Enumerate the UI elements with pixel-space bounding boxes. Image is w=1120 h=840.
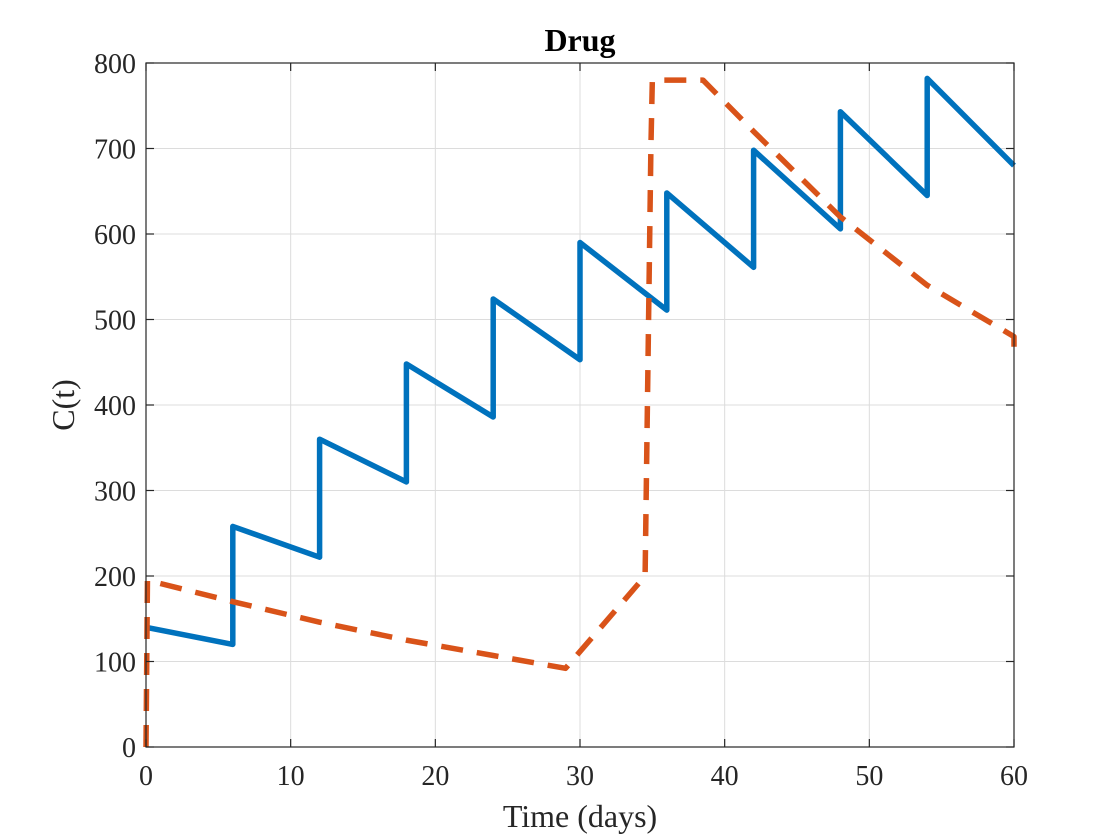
y-tick-label: 800 — [94, 49, 136, 80]
x-tick-label: 60 — [1000, 761, 1028, 792]
y-tick-label: 700 — [94, 135, 136, 166]
x-tick-label: 20 — [421, 761, 449, 792]
y-tick-label: 100 — [94, 648, 136, 679]
x-tick-label: 40 — [711, 761, 739, 792]
series-2-line — [143, 77, 1017, 748]
y-tick-label: 600 — [94, 220, 136, 251]
chart-title: Drug — [544, 22, 615, 58]
y-tick-label: 0 — [122, 733, 136, 764]
series-1 — [145, 75, 1016, 648]
series-1-line — [145, 75, 1016, 648]
x-axis-title: Time (days) — [503, 798, 657, 834]
x-tick-label: 50 — [855, 761, 883, 792]
y-tick-label: 200 — [94, 562, 136, 593]
series-layer — [143, 75, 1017, 748]
y-tick-label: 500 — [94, 306, 136, 337]
x-tick-label: 30 — [566, 761, 594, 792]
y-tick-label: 400 — [94, 391, 136, 422]
y-tick-label: 300 — [94, 477, 136, 508]
x-tick-label: 0 — [139, 761, 153, 792]
grid — [145, 62, 1015, 748]
series-2 — [143, 77, 1017, 748]
y-axis-title: C(t) — [45, 379, 81, 431]
x-tick-label: 10 — [277, 761, 305, 792]
